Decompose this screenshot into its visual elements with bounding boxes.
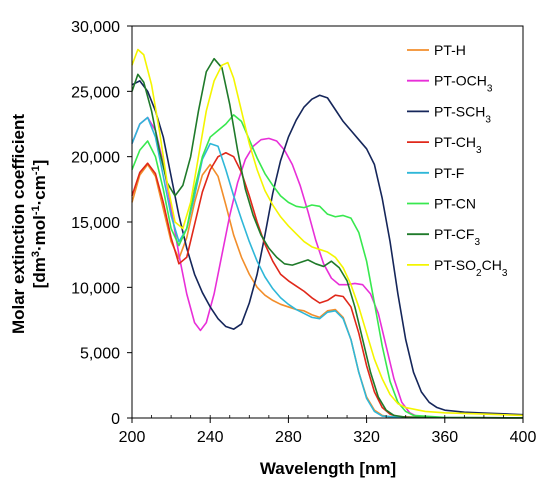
x-tick-label: 320 bbox=[353, 429, 380, 446]
y-tick-label: 20,000 bbox=[71, 150, 120, 167]
x-tick-label: 200 bbox=[119, 429, 146, 446]
x-axis-title: Wavelength [nm] bbox=[260, 459, 396, 478]
y-axis-title-line2: [dm3·mol-1·cm-1] bbox=[30, 160, 49, 289]
legend-label-pt-sch3: PT-SCH3 bbox=[434, 103, 491, 125]
y-tick-label: 30,000 bbox=[71, 19, 120, 36]
legend: PT-H PT-OCH3 PT-SCH3 PT-CH3 PT-F PT-CN PT-CF3 P… bbox=[407, 42, 508, 278]
series-layer bbox=[131, 48, 524, 419]
series-line-pt-cf3 bbox=[131, 57, 524, 419]
plot-area bbox=[132, 26, 523, 418]
series-line-pt-och3 bbox=[131, 116, 524, 419]
legend-label-pt-ch3: PT-CH3 bbox=[434, 134, 482, 156]
legend-label-pt-och3: PT-OCH3 bbox=[434, 73, 493, 95]
x-tick-label: 400 bbox=[510, 429, 537, 446]
legend-label-pt-cf3: PT-CF3 bbox=[434, 226, 480, 248]
legend-label-pt-f: PT-F bbox=[434, 165, 464, 181]
series-line-pt-f bbox=[131, 116, 524, 419]
x-tick-label: 360 bbox=[431, 429, 458, 446]
x-tick-label: 280 bbox=[275, 429, 302, 446]
y-axis-title-line1: Molar extinction coefficient bbox=[9, 114, 28, 334]
y-tick-label: 10,000 bbox=[71, 280, 120, 297]
legend-label-pt-cn: PT-CN bbox=[434, 196, 476, 212]
legend-label-pt-h: PT-H bbox=[434, 42, 466, 58]
tick-labels: 0 5,000 10,000 15,000 20,000 25,000 30,000 200 2… bbox=[71, 19, 536, 446]
plot-background bbox=[132, 26, 523, 418]
y-tick-label: 25,000 bbox=[71, 84, 120, 101]
series-line-pt-sch3 bbox=[131, 80, 524, 416]
x-tick-label: 240 bbox=[197, 429, 224, 446]
series-line-pt-ch3 bbox=[131, 151, 524, 419]
series-line-pt-cn bbox=[131, 114, 524, 419]
y-tick-label: 0 bbox=[111, 411, 120, 428]
series-line-pt-so2ch3 bbox=[131, 48, 524, 417]
y-tick-label: 5,000 bbox=[80, 346, 120, 363]
y-axis-title: Molar extinction coefficient [dm3·mol-1·… bbox=[9, 114, 49, 334]
y-tick-label: 15,000 bbox=[71, 215, 120, 232]
legend-label-pt-so2ch3: PT-SO2CH3 bbox=[434, 257, 508, 279]
